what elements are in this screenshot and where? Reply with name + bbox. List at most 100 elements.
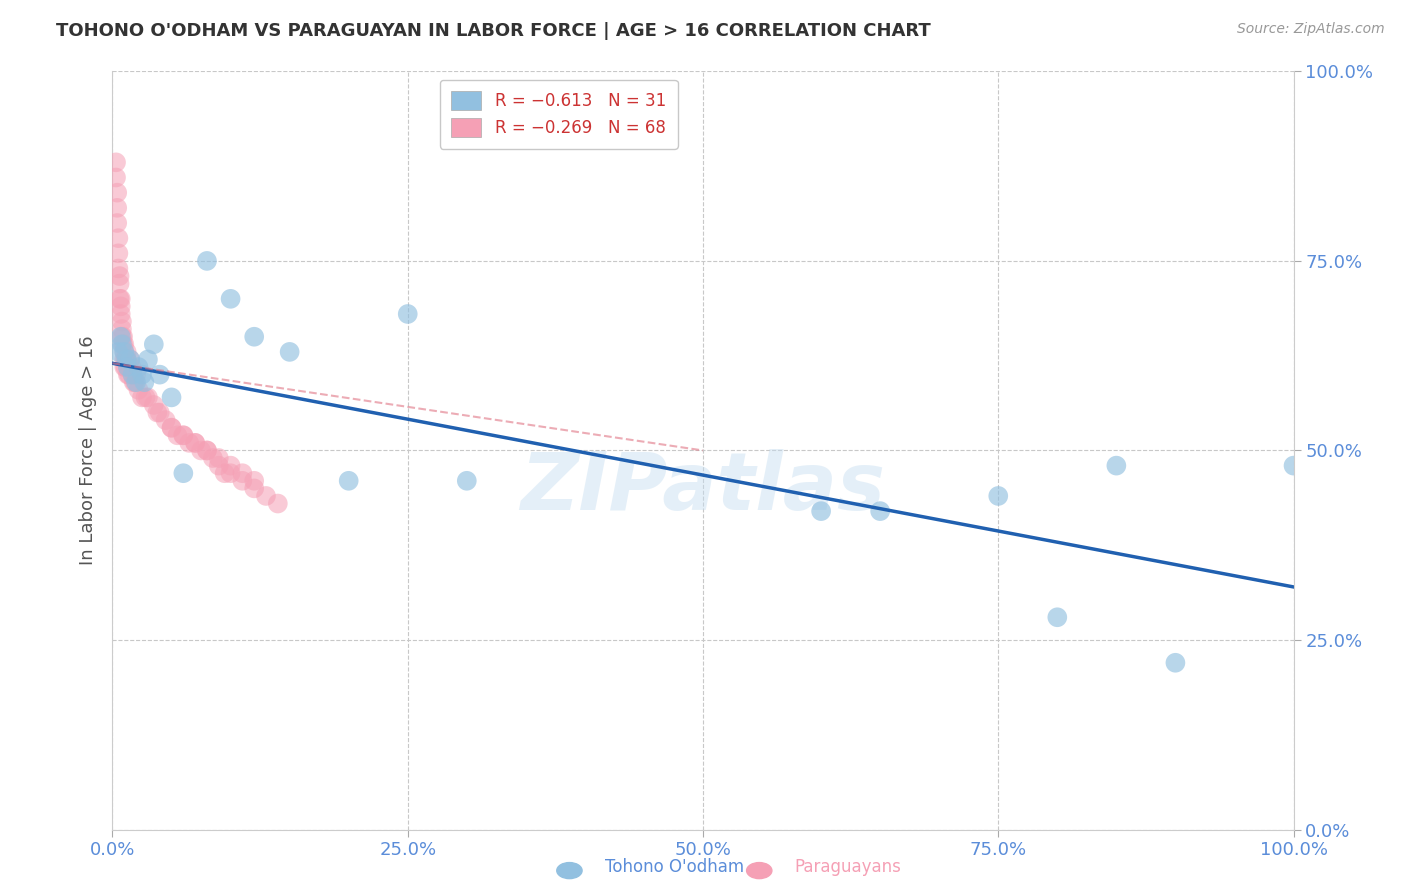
Point xyxy=(122,376,145,390)
Point xyxy=(231,467,253,481)
Point xyxy=(118,368,141,382)
Point xyxy=(112,344,135,359)
Point xyxy=(112,337,135,351)
Point xyxy=(190,443,212,458)
Point xyxy=(184,436,207,450)
Point xyxy=(1164,656,1187,670)
Point xyxy=(160,421,183,435)
Point xyxy=(112,344,135,359)
Point xyxy=(1282,458,1305,473)
Point xyxy=(142,337,165,351)
Point xyxy=(117,359,139,375)
Point xyxy=(112,359,135,375)
Point xyxy=(810,504,832,518)
Point xyxy=(105,216,128,230)
Point xyxy=(115,344,138,359)
Point xyxy=(112,330,135,344)
Point xyxy=(243,482,266,496)
Point xyxy=(208,458,231,473)
Point xyxy=(125,376,148,390)
Point xyxy=(987,489,1010,503)
Point xyxy=(166,428,188,442)
Point xyxy=(105,201,128,215)
Point xyxy=(127,359,149,375)
Point xyxy=(121,368,143,382)
Point xyxy=(115,352,138,367)
Point xyxy=(110,292,132,306)
Text: TOHONO O'ODHAM VS PARAGUAYAN IN LABOR FORCE | AGE > 16 CORRELATION CHART: TOHONO O'ODHAM VS PARAGUAYAN IN LABOR FO… xyxy=(56,22,931,40)
Point xyxy=(146,405,169,420)
Point xyxy=(136,352,159,367)
Legend: R = −0.613   N = 31, R = −0.269   N = 68: R = −0.613 N = 31, R = −0.269 N = 68 xyxy=(440,79,678,149)
Point xyxy=(110,307,132,321)
Point xyxy=(1105,458,1128,473)
Point xyxy=(1046,610,1069,624)
Point xyxy=(243,474,266,488)
Point xyxy=(120,359,142,375)
Point xyxy=(108,292,131,306)
Point xyxy=(195,253,218,268)
Text: Source: ZipAtlas.com: Source: ZipAtlas.com xyxy=(1237,22,1385,37)
Point xyxy=(120,352,142,367)
Point xyxy=(231,474,253,488)
Text: Tohono O'odham: Tohono O'odham xyxy=(605,858,744,876)
Point xyxy=(149,368,172,382)
Point xyxy=(134,376,156,390)
Point xyxy=(201,451,224,466)
Point xyxy=(155,413,177,427)
Point xyxy=(111,314,134,328)
Text: Paraguayans: Paraguayans xyxy=(794,858,901,876)
Point xyxy=(219,292,242,306)
Point xyxy=(160,421,183,435)
Point xyxy=(114,359,136,375)
Point xyxy=(127,383,149,397)
Point xyxy=(124,376,146,390)
Point xyxy=(108,269,131,284)
Y-axis label: In Labor Force | Age > 16: In Labor Force | Age > 16 xyxy=(79,335,97,566)
Point xyxy=(114,352,136,367)
Point xyxy=(111,322,134,336)
Point xyxy=(135,391,157,405)
Point xyxy=(110,330,132,344)
Point xyxy=(172,467,194,481)
Point xyxy=(120,352,142,367)
Point xyxy=(112,352,135,367)
Point xyxy=(160,391,183,405)
Point xyxy=(149,405,172,420)
Point xyxy=(105,186,128,200)
Point xyxy=(337,474,360,488)
Point xyxy=(108,277,131,291)
Point xyxy=(105,155,128,169)
Point xyxy=(117,368,139,382)
Point xyxy=(219,458,242,473)
Point xyxy=(112,337,135,351)
Point xyxy=(396,307,419,321)
Point xyxy=(111,337,134,351)
Point xyxy=(121,368,143,382)
Point xyxy=(267,496,290,510)
Point xyxy=(131,391,153,405)
Point xyxy=(195,443,218,458)
Point xyxy=(107,344,129,359)
Point xyxy=(117,359,139,375)
Point xyxy=(179,436,201,450)
Point xyxy=(214,467,236,481)
Point xyxy=(172,428,194,442)
Point xyxy=(120,359,142,375)
Point xyxy=(184,436,207,450)
Point xyxy=(456,474,478,488)
Point xyxy=(107,231,129,245)
Point xyxy=(115,352,138,367)
Point xyxy=(125,368,148,382)
Point xyxy=(136,391,159,405)
Text: ZIPatlas: ZIPatlas xyxy=(520,450,886,527)
Point xyxy=(254,489,277,503)
Point xyxy=(278,344,301,359)
Point xyxy=(869,504,891,518)
Point xyxy=(172,428,194,442)
Point xyxy=(105,170,128,185)
Point xyxy=(219,467,242,481)
Point xyxy=(111,330,134,344)
Point xyxy=(195,443,218,458)
Point xyxy=(142,398,165,412)
